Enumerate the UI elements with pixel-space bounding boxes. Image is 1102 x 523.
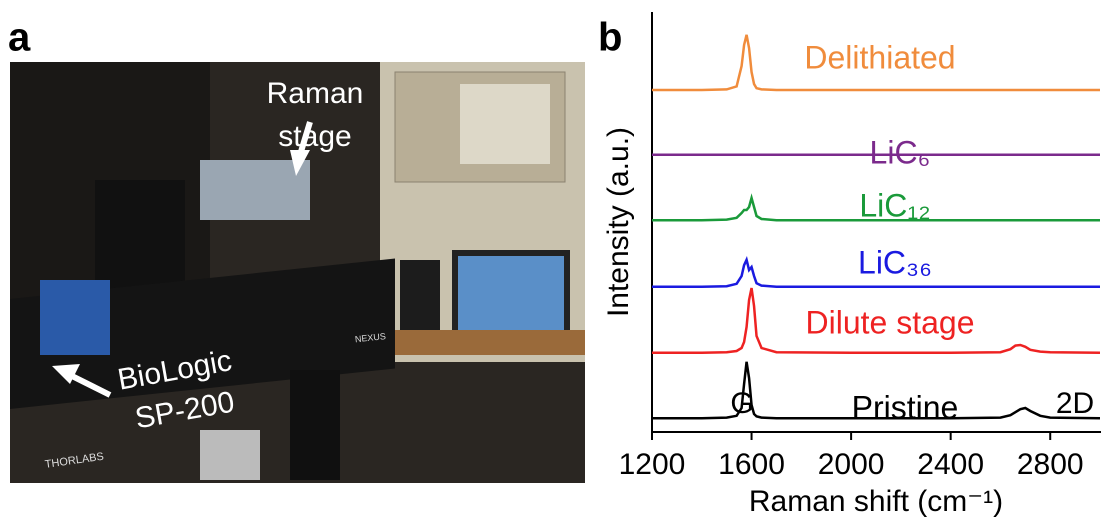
bin [290, 370, 340, 480]
photo-text: NEXUS [354, 331, 386, 344]
spectrum [652, 34, 1100, 92]
series-label: Pristine [852, 389, 959, 425]
x-axis-title: Raman shift (cm⁻¹) [749, 485, 1003, 518]
x-tick-label: 1200 [619, 448, 686, 481]
desk [365, 330, 585, 355]
arrow-head [290, 150, 310, 176]
photo: Raman stage BioLogic SP-200 THORLABS NEX… [10, 62, 585, 483]
microscope [200, 160, 310, 220]
peak-label: G [730, 387, 753, 420]
series-label: Dilute stage [806, 304, 975, 340]
potentiostat [40, 280, 110, 355]
spectrum [652, 256, 1100, 289]
panel-label: b [598, 16, 622, 60]
spectrum [652, 287, 1101, 355]
series-label: LiC₃₆ [858, 244, 932, 280]
spectrum [652, 361, 1101, 420]
y-axis-title: Intensity (a.u.) [602, 127, 635, 317]
panel-label: a [8, 16, 31, 60]
arrow [297, 121, 313, 156]
peak-label: 2D [1056, 387, 1094, 420]
series-label: LiC₆ [870, 134, 931, 170]
screen [458, 256, 564, 332]
annotation: stage [278, 120, 351, 153]
device [200, 430, 260, 480]
arrow [68, 372, 112, 398]
cabinet-glass [460, 84, 550, 164]
spectrum [652, 193, 1100, 222]
series-label: LiC₁₂ [859, 187, 930, 223]
annotation: Raman [267, 77, 364, 110]
series-label: Delithiated [804, 39, 955, 75]
arrow-head [52, 364, 80, 384]
x-tick-label: 1600 [718, 448, 785, 481]
x-tick-label: 2400 [917, 448, 984, 481]
x-tick-label: 2800 [1017, 448, 1084, 481]
x-tick-label: 2000 [818, 448, 885, 481]
